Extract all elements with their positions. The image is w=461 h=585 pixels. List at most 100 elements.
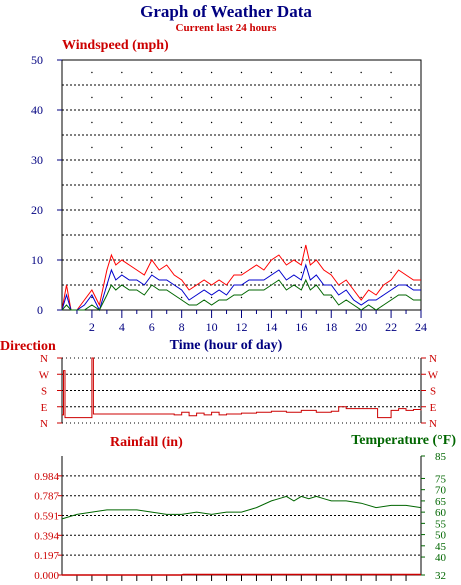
direction-right-label: W [428, 369, 439, 381]
chart-title: Graph of Weather Data [140, 2, 312, 21]
windspeed-grid-dot [390, 71, 392, 74]
windspeed-grid-dot [330, 271, 332, 274]
direction-right-label: E [430, 402, 437, 414]
windspeed-grid-dot [330, 71, 332, 74]
windspeed-grid-dot [360, 271, 362, 274]
windspeed-grid-dot [180, 271, 183, 274]
rain-temp-series [61, 495, 422, 576]
windspeed-x-tick-label: 18 [325, 320, 337, 334]
windspeed-x-tick-label: 4 [119, 320, 125, 334]
rain-temp-grid [61, 456, 422, 581]
windspeed-grid-dot [210, 246, 213, 249]
windspeed-grid-dot [180, 121, 183, 124]
windspeed-grid-dot [91, 246, 93, 249]
windspeed-title: Windspeed (mph) [62, 38, 169, 53]
windspeed-grid-dot [360, 146, 362, 149]
windspeed-grid-dot [240, 196, 243, 199]
temp-tick-label: 32 [435, 570, 446, 582]
windspeed-grid-dot [151, 96, 153, 99]
windspeed-grid-dot [390, 221, 392, 224]
windspeed-grid-dot [121, 246, 123, 249]
windspeed-x-tick-label: 10 [206, 320, 218, 334]
windspeed-grid-dot [210, 196, 213, 199]
direction-left-label: N [40, 418, 48, 430]
direction-title: Direction [0, 339, 56, 354]
temp-tick-label: 60 [435, 507, 447, 519]
rain-tick-label: 0.984 [34, 471, 59, 483]
windspeed-grid-dot [210, 221, 213, 224]
windspeed-grid-dot [360, 96, 362, 99]
direction-left-label: W [39, 369, 50, 381]
rain-temp-labels: 0.000 0.197 0.394 0.591 0.787 0.984 32 40455055… [34, 451, 446, 582]
windspeed-grid-dot [330, 96, 332, 99]
windspeed-gust-line [61, 244, 421, 311]
windspeed-grid-dot [151, 146, 153, 149]
windspeed-grid-dot [390, 296, 392, 299]
windspeed-grid-dot [300, 146, 303, 149]
windspeed-grid-dot [390, 246, 392, 249]
windspeed-grid-dot [330, 171, 332, 174]
windspeed-grid-dot [210, 171, 213, 174]
windspeed-grid-dot [300, 196, 303, 199]
windspeed-grid-dot [91, 146, 93, 149]
windspeed-y-ticks: 0 10 20 30 40 50 [31, 53, 62, 317]
windspeed-grid-dot [300, 96, 303, 99]
windspeed-x-tick-label: 22 [385, 320, 397, 334]
windspeed-grid-dot [300, 271, 303, 274]
windspeed-grid-dot [300, 71, 303, 74]
windspeed-grid-dot [390, 171, 392, 174]
windspeed-grid-dot [330, 221, 332, 224]
temperature-line [61, 495, 422, 520]
windspeed-x-tick-label: 14 [265, 320, 277, 334]
windspeed-grid-dot [390, 196, 392, 199]
windspeed-grid-dot [121, 96, 123, 99]
windspeed-y-tick-label: 10 [31, 253, 43, 267]
windspeed-grid-dot [300, 296, 303, 299]
windspeed-grid-dot [300, 246, 303, 249]
windspeed-grid-dot [121, 296, 123, 299]
windspeed-grid-dot [180, 296, 183, 299]
windspeed-grid-dot [240, 271, 243, 274]
windspeed-y-tick-label: 40 [31, 103, 43, 117]
direction-labels: N NW WS SE EN N [39, 353, 439, 430]
windspeed-grid-dot [270, 296, 273, 299]
windspeed-grid-dot [121, 121, 123, 124]
windspeed-grid-dot [121, 221, 123, 224]
windspeed-grid-dot [240, 171, 243, 174]
windspeed-grid-dot [210, 121, 213, 124]
temp-tick-label: 85 [435, 451, 447, 463]
windspeed-x-ticks: 2 4 6 8 10 12 14 16 18 20 22 24 [76, 310, 427, 334]
windspeed-grid-dot [360, 246, 362, 249]
direction-left-label: N [40, 353, 48, 365]
direction-series [62, 357, 422, 419]
windspeed-grid-dot [240, 71, 243, 74]
windspeed-grid-dot [91, 196, 93, 199]
windspeed-grid-dot [91, 296, 93, 299]
temp-tick-label: 40 [435, 552, 447, 564]
windspeed-grid-dot [91, 171, 93, 174]
windspeed-grid-dot [330, 246, 332, 249]
windspeed-grid-dot [180, 196, 183, 199]
direction-right-label: N [429, 418, 437, 430]
windspeed-grid-dot [240, 146, 243, 149]
windspeed-grid-dot [270, 146, 273, 149]
windspeed-grid-dot [240, 96, 243, 99]
windspeed-grid-dot [180, 71, 183, 74]
rain-tick-label: 0.394 [34, 530, 59, 542]
windspeed-grid-dot [210, 96, 213, 99]
windspeed-grid-dot [180, 221, 183, 224]
windspeed-grid-dot [180, 146, 183, 149]
windspeed-grid-dot [270, 121, 273, 124]
windspeed-grid-dot [360, 121, 362, 124]
windspeed-grid-dot [360, 171, 362, 174]
windspeed-grid-dot [210, 71, 213, 74]
windspeed-grid-dot [270, 196, 273, 199]
windspeed-grid-dot [390, 146, 392, 149]
windspeed-grid [61, 59, 422, 311]
windspeed-grid-dot [121, 196, 123, 199]
windspeed-grid-dot [151, 221, 153, 224]
windspeed-grid-dot [330, 121, 332, 124]
windspeed-x-tick-label: 6 [149, 320, 155, 334]
rainfall-line [62, 573, 421, 576]
windspeed-grid-dot [121, 171, 123, 174]
